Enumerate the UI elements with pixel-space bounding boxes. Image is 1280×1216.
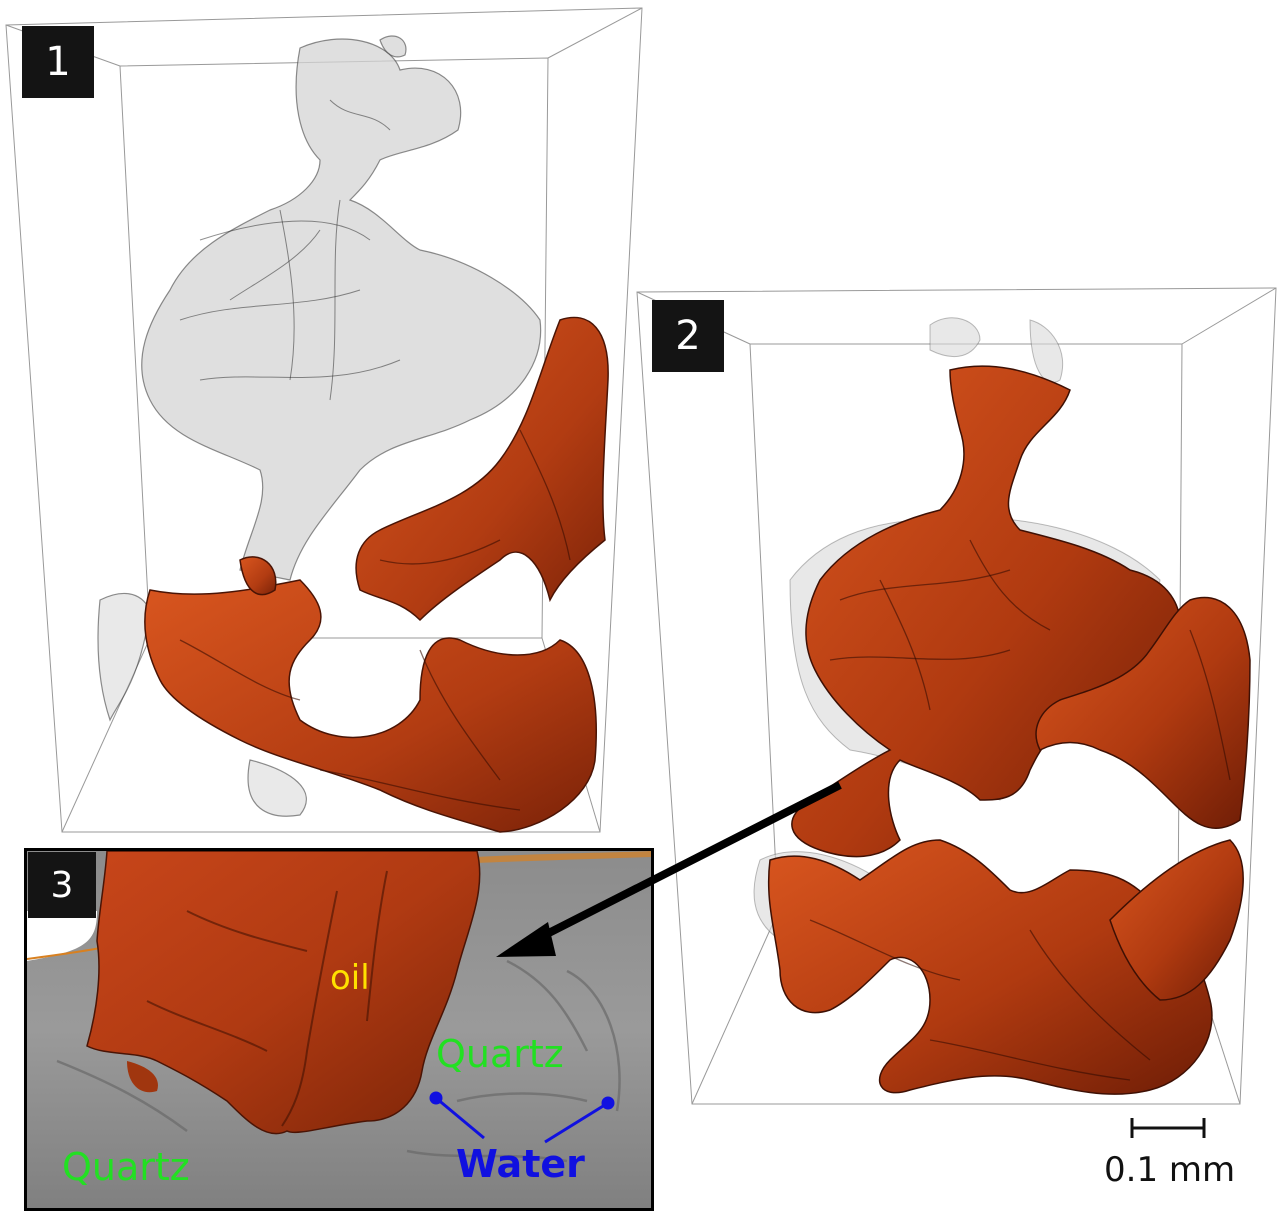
quartz-label-right: Quartz (436, 1032, 564, 1076)
transparent-pore (97, 35, 542, 817)
oil-phase (767, 365, 1251, 1095)
pore-render-panel-1 (0, 0, 660, 840)
scale-bar-label: 0.1 mm (1104, 1150, 1236, 1190)
water-label: Water (456, 1142, 585, 1186)
panel-number-2: 2 (652, 300, 724, 372)
oil-phase (144, 316, 609, 833)
zoom-slice-panel-3 (24, 848, 654, 1211)
water-pointers (429, 1091, 615, 1144)
panel-number-1: 1 (22, 26, 94, 98)
oil-label: oil (330, 958, 370, 998)
scale-bar (1130, 1118, 1206, 1138)
panel-number-3: 3 (28, 852, 96, 918)
quartz-label-left: Quartz (62, 1145, 190, 1189)
arrow-to-zoom (496, 781, 842, 957)
pore-render-panel-2 (630, 280, 1280, 1120)
